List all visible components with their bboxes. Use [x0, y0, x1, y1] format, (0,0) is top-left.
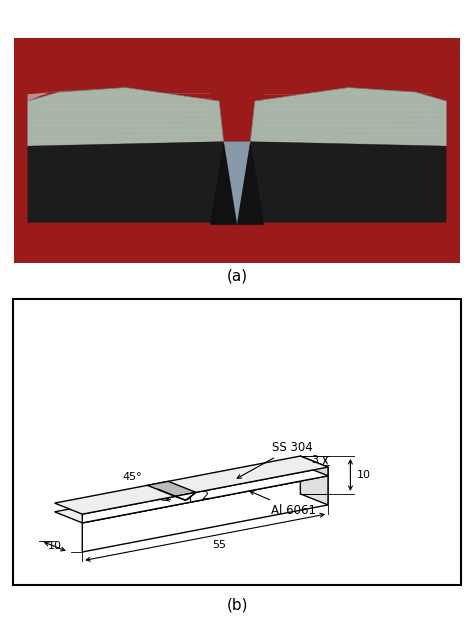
Text: SS 304: SS 304: [237, 441, 313, 478]
Text: (b): (b): [226, 598, 248, 613]
Polygon shape: [27, 87, 224, 146]
Polygon shape: [82, 476, 328, 552]
Text: 3: 3: [311, 455, 319, 465]
Polygon shape: [27, 141, 224, 223]
Text: Al 6061: Al 6061: [250, 491, 316, 517]
Polygon shape: [250, 87, 447, 146]
Polygon shape: [27, 87, 103, 101]
Text: 2: 2: [201, 491, 209, 501]
Polygon shape: [147, 481, 196, 496]
Polygon shape: [55, 465, 328, 523]
Text: 10: 10: [48, 541, 62, 552]
Polygon shape: [237, 141, 264, 225]
Polygon shape: [224, 141, 250, 225]
Polygon shape: [301, 456, 328, 476]
Polygon shape: [82, 467, 328, 523]
Text: 45°: 45°: [122, 472, 142, 482]
Polygon shape: [175, 493, 196, 500]
Polygon shape: [301, 465, 328, 505]
Polygon shape: [250, 141, 447, 223]
Text: 55: 55: [212, 540, 226, 550]
Polygon shape: [55, 456, 328, 514]
Text: 10: 10: [357, 470, 371, 480]
Text: (a): (a): [227, 268, 247, 283]
Polygon shape: [210, 141, 237, 225]
